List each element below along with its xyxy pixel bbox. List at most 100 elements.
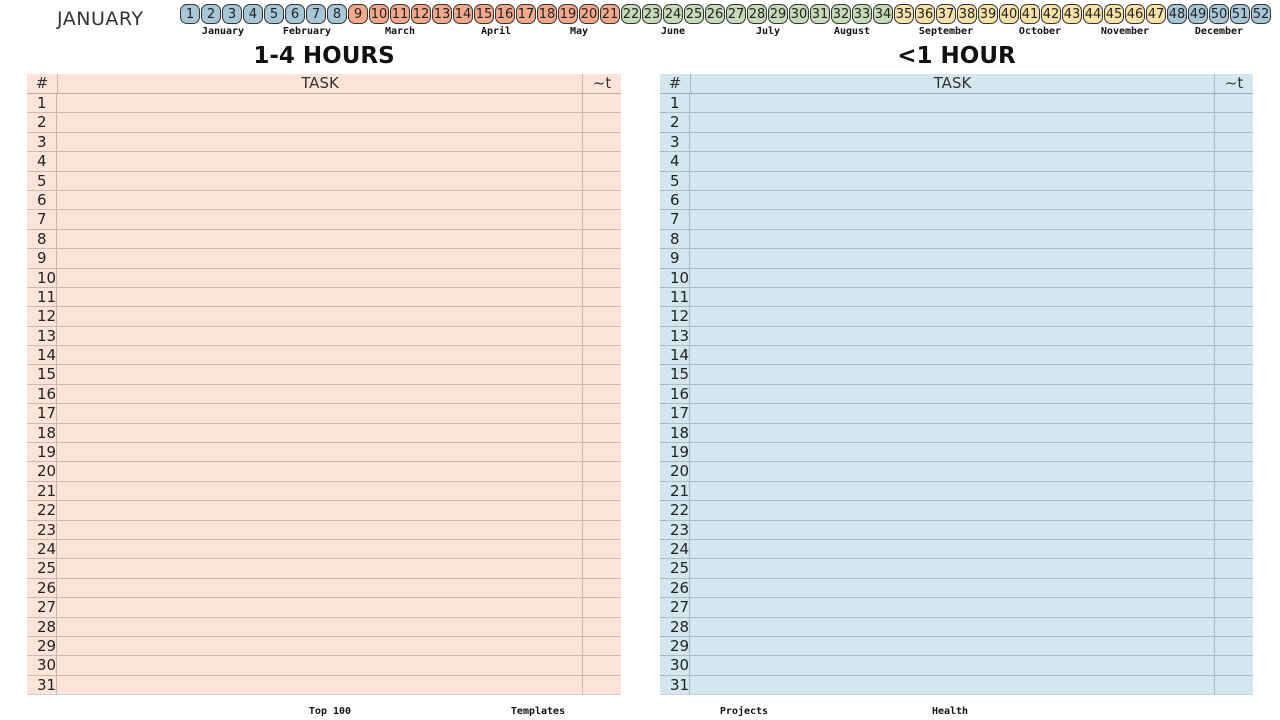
week-bubble[interactable]: 38: [957, 4, 977, 24]
task-cell[interactable]: [57, 94, 583, 113]
time-estimate-cell[interactable]: [583, 327, 621, 345]
month-link-august[interactable]: August: [833, 26, 871, 37]
time-estimate-cell[interactable]: [1215, 327, 1253, 345]
time-estimate-cell[interactable]: [1215, 113, 1253, 131]
week-bubble[interactable]: 36: [915, 4, 935, 24]
time-estimate-cell[interactable]: [1215, 230, 1253, 248]
task-cell[interactable]: [690, 539, 1215, 559]
week-bubble[interactable]: 3: [222, 4, 242, 24]
time-estimate-cell[interactable]: [583, 501, 621, 519]
time-estimate-cell[interactable]: [583, 579, 621, 597]
week-bubble[interactable]: 40: [999, 4, 1019, 24]
time-estimate-cell[interactable]: [1215, 269, 1253, 287]
week-bubble[interactable]: 19: [558, 4, 578, 24]
week-bubble[interactable]: 39: [978, 4, 998, 24]
month-link-january[interactable]: January: [201, 26, 245, 37]
week-bubble[interactable]: 49: [1188, 4, 1208, 24]
task-cell[interactable]: [690, 675, 1215, 695]
time-estimate-cell[interactable]: [1215, 385, 1253, 403]
nav-link-health[interactable]: Health: [931, 706, 969, 717]
task-cell[interactable]: [57, 656, 583, 675]
week-bubble[interactable]: 8: [327, 4, 347, 24]
time-estimate-cell[interactable]: [1215, 424, 1253, 442]
task-cell[interactable]: [690, 268, 1215, 287]
task-cell[interactable]: [57, 365, 583, 384]
week-bubble[interactable]: 16: [495, 4, 515, 24]
time-estimate-cell[interactable]: [1215, 443, 1253, 461]
week-bubble[interactable]: 37: [936, 4, 956, 24]
week-bubble[interactable]: 32: [831, 4, 851, 24]
week-bubble[interactable]: 48: [1167, 4, 1187, 24]
time-estimate-cell[interactable]: [1215, 462, 1253, 480]
time-estimate-cell[interactable]: [1215, 521, 1253, 539]
month-link-november[interactable]: November: [1100, 26, 1150, 37]
week-bubble[interactable]: 13: [432, 4, 452, 24]
week-bubble[interactable]: 23: [642, 4, 662, 24]
nav-link-templates[interactable]: Templates: [510, 706, 566, 717]
time-estimate-cell[interactable]: [583, 656, 621, 674]
time-estimate-cell[interactable]: [583, 113, 621, 131]
time-estimate-cell[interactable]: [583, 637, 621, 655]
month-link-april[interactable]: April: [480, 26, 512, 37]
task-cell[interactable]: [57, 190, 583, 210]
week-bubble[interactable]: 10: [369, 4, 389, 24]
week-bubble[interactable]: 47: [1146, 4, 1166, 24]
task-cell[interactable]: [57, 171, 583, 190]
time-estimate-cell[interactable]: [1215, 288, 1253, 306]
task-cell[interactable]: [690, 404, 1215, 423]
task-cell[interactable]: [57, 675, 583, 695]
task-cell[interactable]: [690, 501, 1215, 520]
task-cell[interactable]: [57, 346, 583, 365]
week-bubble[interactable]: 34: [873, 4, 893, 24]
week-bubble[interactable]: 42: [1041, 4, 1061, 24]
week-bubble[interactable]: 2: [201, 4, 221, 24]
time-estimate-cell[interactable]: [1215, 365, 1253, 383]
time-estimate-cell[interactable]: [583, 365, 621, 383]
task-cell[interactable]: [690, 287, 1215, 307]
task-cell[interactable]: [57, 210, 583, 229]
week-bubble[interactable]: 12: [411, 4, 431, 24]
time-estimate-cell[interactable]: [1215, 307, 1253, 325]
nav-link-projects[interactable]: Projects: [719, 706, 769, 717]
time-estimate-cell[interactable]: [583, 133, 621, 151]
time-estimate-cell[interactable]: [583, 307, 621, 325]
time-estimate-cell[interactable]: [583, 249, 621, 267]
task-cell[interactable]: [690, 443, 1215, 462]
time-estimate-cell[interactable]: [1215, 191, 1253, 209]
task-cell[interactable]: [57, 404, 583, 423]
week-bubble[interactable]: 41: [1020, 4, 1040, 24]
time-estimate-cell[interactable]: [1215, 579, 1253, 597]
month-link-march[interactable]: March: [384, 26, 416, 37]
time-estimate-cell[interactable]: [1215, 172, 1253, 190]
time-estimate-cell[interactable]: [583, 385, 621, 403]
task-cell[interactable]: [690, 578, 1215, 598]
task-cell[interactable]: [57, 384, 583, 404]
time-estimate-cell[interactable]: [1215, 637, 1253, 655]
time-estimate-cell[interactable]: [583, 346, 621, 364]
time-estimate-cell[interactable]: [1215, 152, 1253, 170]
time-estimate-cell[interactable]: [583, 676, 621, 694]
month-link-may[interactable]: May: [569, 26, 589, 37]
task-cell[interactable]: [57, 229, 583, 249]
task-cell[interactable]: [57, 132, 583, 152]
task-cell[interactable]: [57, 578, 583, 598]
task-cell[interactable]: [57, 249, 583, 268]
week-bubble[interactable]: 33: [852, 4, 872, 24]
week-bubble[interactable]: 17: [516, 4, 536, 24]
task-cell[interactable]: [57, 598, 583, 617]
week-bubble[interactable]: 43: [1062, 4, 1082, 24]
month-link-september[interactable]: September: [918, 26, 974, 37]
week-bubble[interactable]: 35: [894, 4, 914, 24]
task-cell[interactable]: [690, 94, 1215, 113]
week-bubble[interactable]: 29: [768, 4, 788, 24]
time-estimate-cell[interactable]: [583, 94, 621, 112]
month-link-december[interactable]: December: [1194, 26, 1244, 37]
task-cell[interactable]: [57, 520, 583, 539]
week-bubble[interactable]: 51: [1230, 4, 1250, 24]
time-estimate-cell[interactable]: [1215, 133, 1253, 151]
time-estimate-cell[interactable]: [1215, 94, 1253, 112]
week-bubble[interactable]: 14: [453, 4, 473, 24]
month-link-october[interactable]: October: [1018, 26, 1062, 37]
week-bubble[interactable]: 20: [579, 4, 599, 24]
week-bubble[interactable]: 45: [1104, 4, 1124, 24]
